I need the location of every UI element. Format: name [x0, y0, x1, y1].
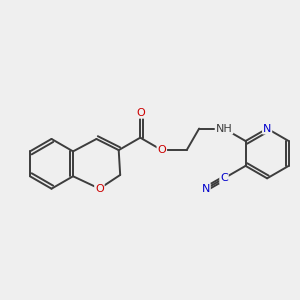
Text: C: C	[220, 173, 228, 183]
Text: NH: NH	[216, 124, 232, 134]
Text: O: O	[95, 184, 104, 194]
Text: N: N	[202, 184, 210, 194]
Text: O: O	[158, 145, 166, 155]
Text: O: O	[136, 108, 145, 118]
Text: N: N	[263, 124, 271, 134]
